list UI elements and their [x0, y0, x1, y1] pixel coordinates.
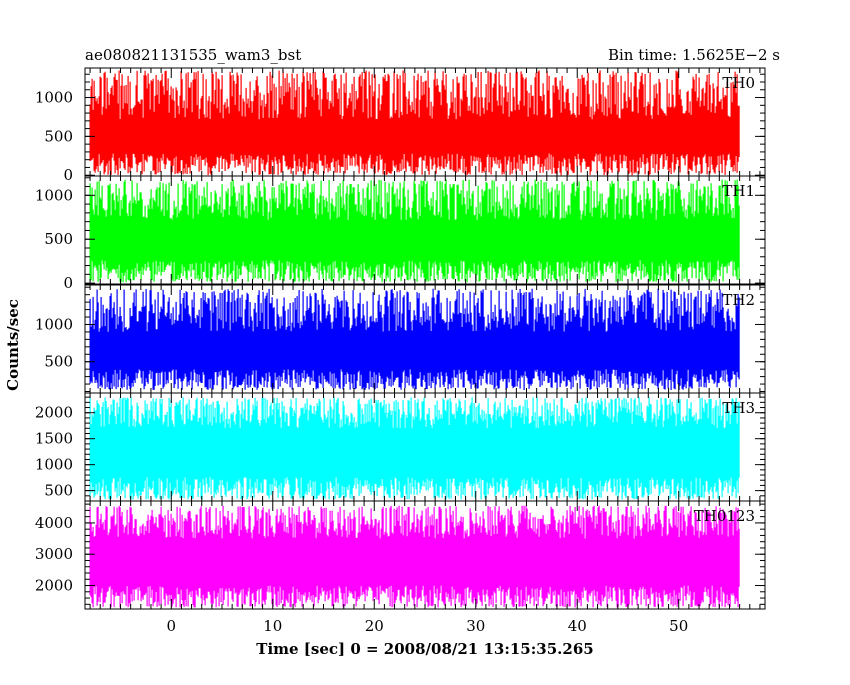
- panels-group: TH005001000TH105001000TH25001000TH350010…: [35, 67, 766, 635]
- x-tick-label: 30: [466, 617, 485, 635]
- y-tick-label: 2000: [35, 577, 73, 595]
- y-tick-label: 0: [63, 274, 73, 292]
- y-tick-label: 500: [44, 230, 73, 248]
- y-tick-label: 1000: [35, 456, 73, 474]
- x-axis-label: Time [sec] 0 = 2008/08/21 13:15:35.265: [256, 640, 593, 658]
- panel-th3: TH3 500 1000 1500 2000: [35, 392, 766, 502]
- x-tick-label: 0: [166, 617, 176, 635]
- y-tick-label: 1000: [35, 89, 73, 107]
- panel-label-th1: TH1: [722, 182, 755, 200]
- series-th2: [89, 288, 740, 390]
- bin-time-label: Bin time: 1.5625E−2 s: [608, 46, 780, 64]
- y-tick-label: 3000: [35, 545, 73, 563]
- panel-label-th0: TH0: [722, 74, 755, 92]
- series-th3: [89, 397, 740, 500]
- x-tick-label: 20: [365, 617, 384, 635]
- panel-label-th3: TH3: [722, 399, 755, 417]
- y-tick-label: 1500: [35, 430, 73, 448]
- panel-label-th0123: TH0123: [694, 507, 755, 525]
- y-tick-label: 2000: [35, 404, 73, 422]
- y-axis-label: Counts/sec: [4, 299, 22, 391]
- y-tick-label: 1000: [35, 186, 73, 204]
- y-tick-label: 500: [44, 353, 73, 371]
- series-th0: [89, 70, 740, 176]
- x-tick-label: 40: [568, 617, 587, 635]
- panel-th2: TH2 500 1000: [35, 284, 766, 394]
- panel-th1: TH1 0 500 1000: [35, 175, 766, 292]
- series-th1: [89, 179, 740, 283]
- y-tick-label: 1000: [35, 315, 73, 333]
- y-tick-label: 0: [63, 166, 73, 184]
- y-tick-label: 500: [44, 482, 73, 500]
- panel-th0123: TH0123 2000 3000 4000: [35, 500, 766, 610]
- panel-th0: TH0 0 500 1000: [35, 67, 766, 184]
- series-th0123: [89, 505, 740, 608]
- y-tick-label: 4000: [35, 514, 73, 532]
- x-tick-label: 10: [263, 617, 282, 635]
- y-tick-label: 500: [44, 127, 73, 145]
- panel-label-th2: TH2: [722, 291, 755, 309]
- chart-title: ae080821131535_wam3_bst: [85, 46, 301, 64]
- x-tick-label: 50: [669, 617, 688, 635]
